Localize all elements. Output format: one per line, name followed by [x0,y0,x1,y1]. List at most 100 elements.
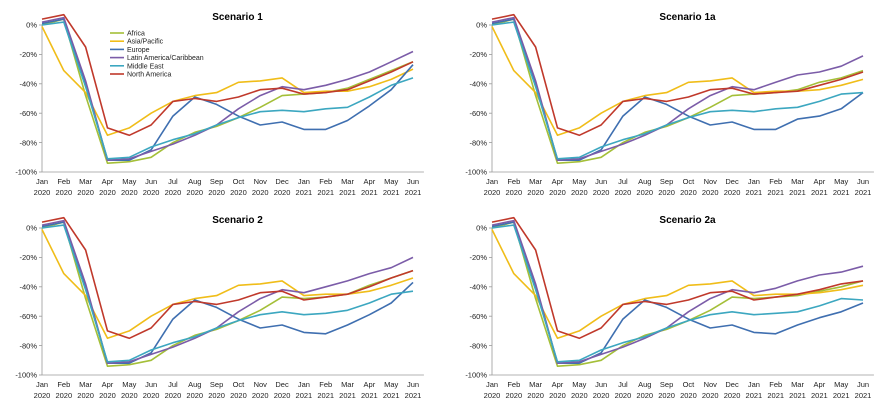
y-tick-label: -100% [15,168,37,177]
x-tick-label-month: Apr [364,177,376,186]
x-tick-label-year: 2020 [702,391,719,400]
x-tick-label-month: May [572,380,586,389]
x-tick-label-month: Jan [748,380,760,389]
x-tick-label-year: 2021 [361,188,378,197]
series-line-middle-east [491,21,864,160]
x-tick-label-year: 2020 [34,391,51,400]
x-tick-label-month: Jun [407,177,419,186]
series-line-asia-pacific [41,26,414,137]
x-tick-label-month: Jun [595,177,607,186]
x-tick-label-month: Mar [341,177,354,186]
x-tick-label-month: Feb [57,177,70,186]
x-tick-label-year: 2020 [549,391,566,400]
x-tick-label-year: 2020 [208,391,225,400]
chart-panel-3: Scenario 2 0% -20% -40% -60% -80% -100% Jan 2020… [0,203,442,406]
y-tick-label: -40% [469,283,487,292]
x-tick-label-month: Mar [529,380,542,389]
x-tick-label-year: 2021 [361,391,378,400]
x-tick-label-month: Mar [791,177,804,186]
x-tick-label-year: 2020 [143,391,160,400]
y-tick-label: -100% [15,371,37,380]
x-tick-label-year: 2021 [339,188,356,197]
y-tick-label: 0% [476,21,487,30]
series-line-asia-pacific [41,229,414,340]
x-tick-label-year: 2020 [702,188,719,197]
x-tick-label-month: Jan [486,380,498,389]
x-tick-label-year: 2021 [317,188,334,197]
x-tick-label-month: Mar [529,177,542,186]
x-tick-label-month: Mar [791,380,804,389]
x-tick-label-month: Aug [638,177,651,186]
x-tick-label-year: 2021 [296,391,313,400]
y-tick-label: -20% [19,50,37,59]
x-tick-label-year: 2021 [811,188,828,197]
y-tick-label: -60% [19,312,37,321]
y-tick-label: -80% [469,341,487,350]
x-tick-label-month: Jan [486,177,498,186]
x-tick-label-year: 2021 [317,391,334,400]
y-tick-label: 0% [26,224,37,233]
x-tick-label-year: 2021 [405,391,422,400]
x-tick-label-month: Apr [814,380,826,389]
y-tick-label: -40% [469,80,487,89]
x-tick-label-year: 2021 [811,391,828,400]
x-tick-label-month: Oct [683,177,696,186]
legend-label: Africa [127,31,145,38]
x-tick-label-year: 2020 [230,188,247,197]
chart-panel-4: Scenario 2a 0% -20% -40% -60% -80% -100% Jan 202… [450,203,884,406]
x-tick-label-year: 2020 [121,391,138,400]
x-tick-label-year: 2020 [571,188,588,197]
y-tick-label: -20% [469,253,487,262]
y-tick-label: -80% [19,341,37,350]
x-tick-label-month: Oct [233,380,246,389]
x-tick-label-month: Sep [210,177,223,186]
x-tick-label-year: 2020 [274,188,291,197]
x-tick-label-year: 2020 [615,188,632,197]
x-tick-label-month: Jun [407,380,419,389]
x-tick-label-year: 2020 [593,391,610,400]
x-tick-label-month: Dec [275,177,289,186]
y-tick-label: -60% [469,312,487,321]
x-tick-label-month: Mar [79,380,92,389]
y-tick-label: 0% [476,224,487,233]
x-tick-label-month: Jun [595,380,607,389]
x-tick-label-month: Apr [364,380,376,389]
x-tick-label-month: Apr [552,177,564,186]
y-tick-label: 0% [26,21,37,30]
x-tick-label-month: Jul [618,177,628,186]
x-tick-label-month: Jun [145,380,157,389]
chart-svg: Scenario 1a0%-20%-40%-60%-80%-100%Jan202… [465,12,874,197]
x-tick-label-year: 2021 [746,391,763,400]
x-tick-label-year: 2021 [339,391,356,400]
x-tick-label-year: 2020 [680,188,697,197]
x-tick-label-year: 2020 [77,391,94,400]
x-tick-label-year: 2020 [252,188,269,197]
x-tick-label-year: 2020 [274,391,291,400]
x-tick-label-month: Aug [188,380,201,389]
x-tick-label-year: 2021 [855,391,872,400]
x-tick-label-month: Jun [857,177,869,186]
x-tick-label-month: May [122,380,136,389]
x-tick-label-month: Apr [552,380,564,389]
x-tick-label-year: 2021 [383,391,400,400]
x-tick-label-month: Feb [507,177,520,186]
x-tick-label-month: Apr [102,177,114,186]
chart-title: Scenario 1 [212,12,263,23]
x-tick-label-year: 2020 [77,188,94,197]
legend-label: Asia/Pacific [127,39,164,46]
x-tick-label-year: 2020 [55,391,72,400]
x-tick-label-month: Jan [298,177,310,186]
x-tick-label-month: Oct [233,177,246,186]
x-tick-label-month: Jan [36,380,48,389]
x-tick-label-month: Feb [319,177,332,186]
x-tick-label-year: 2020 [252,391,269,400]
x-tick-label-year: 2020 [186,391,203,400]
y-tick-label: -20% [19,253,37,262]
chart-title: Scenario 2 [212,215,263,226]
x-tick-label-month: Nov [704,177,718,186]
y-tick-label: -60% [469,109,487,118]
x-tick-label-year: 2020 [165,188,182,197]
x-tick-label-month: Jan [298,380,310,389]
x-tick-label-month: May [834,380,848,389]
